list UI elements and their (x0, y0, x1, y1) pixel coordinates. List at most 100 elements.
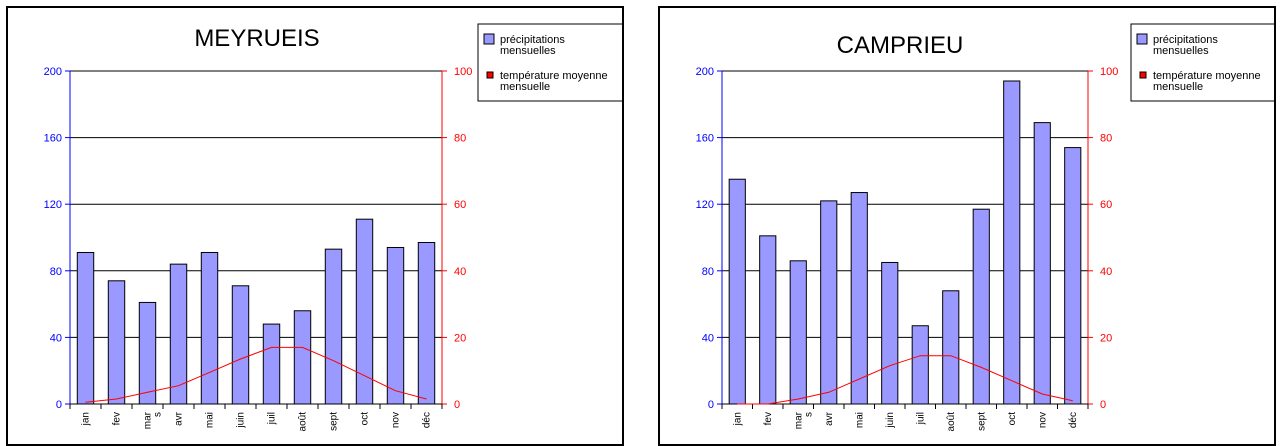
category-label-part: août (946, 412, 957, 432)
category-label: nov (391, 412, 402, 428)
right-tick-label: 60 (454, 199, 466, 211)
category-label-part: déc (422, 412, 433, 428)
legend-label-line: précipitations (500, 34, 565, 46)
legend-label-line: mensuelles (1153, 45, 1209, 57)
temperature-line (737, 355, 1073, 405)
category-label-part: mai (854, 412, 865, 428)
right-tick-label: 0 (1100, 399, 1106, 411)
left-tick-label: 120 (696, 199, 714, 211)
category-label: mars (793, 411, 814, 429)
right-tick-label: 0 (454, 399, 460, 411)
category-label: sept (976, 412, 987, 431)
precipitation-bar (355, 218, 374, 405)
category-label-part: juin (236, 412, 247, 429)
legend-label-line: mensuelle (1153, 81, 1203, 93)
category-label: sept (329, 412, 340, 431)
category-label: mai (205, 412, 216, 428)
category-label-part: mar (143, 411, 154, 429)
category-label-part: avr (174, 411, 185, 426)
category-label-part: juin (885, 412, 896, 429)
chart-title: MEYRUEIS (194, 25, 319, 52)
right-tick-label: 20 (454, 332, 466, 344)
category-label-part: juil (915, 412, 926, 425)
precipitation-bar (972, 208, 990, 405)
precipitation-bar (386, 246, 405, 405)
category-label-part: oct (1007, 412, 1018, 426)
category-label-part: avr (824, 411, 835, 426)
left-tick-label: 0 (708, 399, 714, 411)
precipitation-bar (1064, 147, 1082, 405)
category-label: août (298, 412, 309, 432)
legend-label-precipitation: précipitations mensuelles (1153, 34, 1218, 57)
category-label: déc (1068, 412, 1079, 428)
precipitation-bar (1003, 80, 1021, 405)
category-label-part: sept (976, 412, 987, 431)
legend-label-line: mensuelle (500, 81, 550, 93)
right-tick-label: 80 (454, 133, 466, 145)
left-tick-label: 200 (696, 66, 714, 78)
category-label: juin (885, 412, 896, 429)
category-label: mai (854, 412, 865, 428)
legend-swatch-temperature (486, 71, 494, 79)
precipitation-bar (850, 192, 868, 405)
precipitation-bar (200, 251, 219, 405)
category-label: avr (824, 411, 835, 426)
category-label: août (946, 412, 957, 432)
precipitation-bar (76, 251, 95, 405)
left-tick-label: 40 (702, 332, 714, 344)
category-label-part: sept (329, 412, 340, 431)
right-tick-label: 100 (454, 66, 472, 78)
right-tick-label: 100 (1100, 66, 1118, 78)
left-tick-label: 160 (696, 133, 714, 145)
precipitation-bar (942, 290, 960, 405)
left-tick-label: 0 (56, 399, 62, 411)
legend-label-temperature: température moyenne mensuelle (500, 70, 608, 93)
chart-svg-camprieu: CAMPRIEU 0 40 80 120 160 200 0 20 40 60 80 100 jan fev… (696, 23, 1274, 432)
precipitation-bar (820, 200, 838, 405)
category-label: juin (236, 412, 247, 429)
category-label: nov (1037, 412, 1048, 428)
chart-title: CAMPRIEU (837, 32, 964, 59)
legend-box (1130, 23, 1274, 102)
legend-label-precipitation: précipitations mensuelles (500, 34, 565, 57)
left-tick-label: 200 (44, 66, 62, 78)
category-label-part: fev (763, 412, 774, 425)
precipitation-bar (324, 248, 343, 405)
legend-swatch-temperature (1139, 71, 1147, 79)
category-label: fev (112, 412, 123, 425)
category-label-part: jan (732, 412, 743, 426)
right-tick-label: 40 (454, 266, 466, 278)
legend-label-line: mensuelles (500, 45, 556, 57)
legend-label-temperature: température moyenne mensuelle (1153, 70, 1261, 93)
precipitation-bar (138, 301, 157, 405)
legend-label-line: température moyenne (500, 70, 608, 82)
category-label-part: mai (205, 412, 216, 428)
category-label-part: oct (360, 412, 371, 426)
right-tick-label: 80 (1100, 133, 1112, 145)
category-label-part: jan (81, 412, 92, 426)
category-label-part: s (153, 412, 164, 417)
category-label: mars (143, 411, 164, 429)
temperature-line (85, 346, 427, 403)
precipitation-bar (911, 325, 929, 405)
category-label: jan (732, 412, 743, 426)
precipitation-bar (759, 235, 777, 405)
category-label-part: nov (391, 412, 402, 428)
left-tick-label: 80 (702, 266, 714, 278)
left-tick-label: 40 (50, 332, 62, 344)
category-label-part: juil (267, 412, 278, 425)
category-label: juil (915, 412, 926, 425)
chart-panel-meyrueis: MEYRUEIS 0 40 80 120 160 200 0 20 40 60 80 100 jan fev… (6, 6, 624, 446)
precipitation-bar (417, 241, 436, 405)
chart-svg-meyrueis: MEYRUEIS 0 40 80 120 160 200 0 20 40 60 80 100 jan fev… (44, 23, 622, 432)
right-tick-label: 40 (1100, 266, 1112, 278)
legend-box (477, 23, 622, 102)
chart-panel-camprieu: CAMPRIEU 0 40 80 120 160 200 0 20 40 60 80 100 jan fev… (658, 6, 1276, 446)
category-label: oct (1007, 412, 1018, 426)
category-label: déc (422, 412, 433, 428)
left-tick-label: 80 (50, 266, 62, 278)
legend-swatch-precipitation (1136, 33, 1148, 45)
right-tick-label: 20 (1100, 332, 1112, 344)
category-label-part: s (803, 412, 814, 417)
right-tick-label: 60 (1100, 199, 1112, 211)
